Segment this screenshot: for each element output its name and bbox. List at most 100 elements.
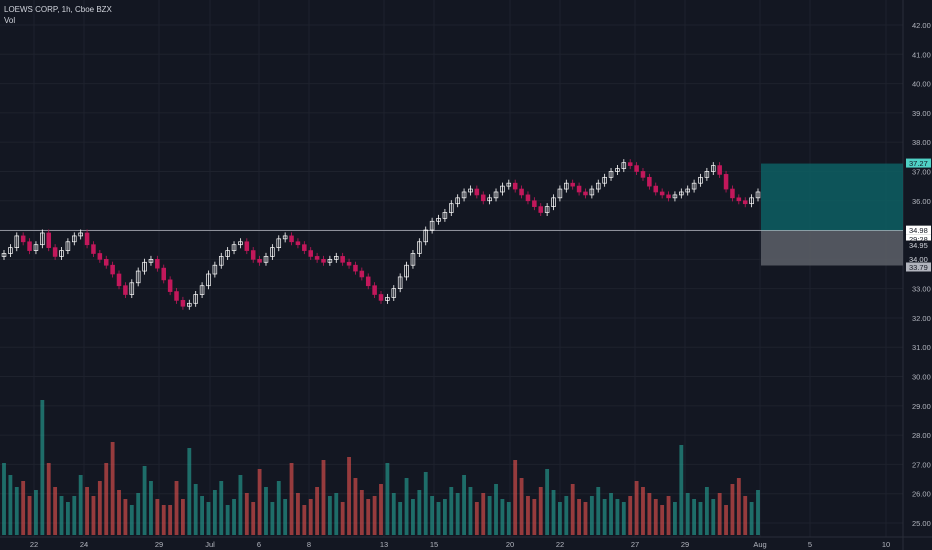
candle — [27, 238, 32, 255]
candle-body — [218, 256, 224, 266]
volume-bar — [609, 493, 613, 535]
candle — [442, 208, 448, 222]
volume-bar — [749, 502, 754, 535]
candle — [551, 194, 556, 211]
candle — [595, 179, 601, 193]
volume-bar — [526, 496, 530, 535]
volume-bar — [743, 496, 748, 535]
candle — [679, 188, 684, 199]
target-zone[interactable] — [761, 163, 903, 231]
candle-body — [570, 182, 575, 187]
candle-body — [378, 294, 384, 301]
volume-bar — [641, 487, 645, 535]
volume-bar — [174, 481, 179, 535]
candle — [180, 296, 186, 310]
stop-zone[interactable] — [761, 230, 903, 266]
candle-body — [116, 273, 122, 287]
y-tick-label: 30.00 — [912, 373, 931, 382]
volume-bar — [551, 490, 556, 535]
volume-bar — [391, 493, 396, 535]
candle — [110, 261, 115, 278]
candle — [199, 282, 205, 299]
time-axis[interactable]: 22 24 29 Jul 6 8 13 15 20 22 27 29 Aug 5 10 — [30, 540, 890, 549]
volume-bar — [736, 478, 741, 535]
x-tick-label: 22 — [556, 540, 564, 549]
candle-body — [282, 235, 288, 240]
candle-body — [27, 241, 32, 251]
candle-body — [84, 232, 90, 246]
candle-body — [295, 241, 301, 246]
candle-body — [148, 259, 154, 263]
volume-bar — [347, 457, 351, 535]
x-tick-label: 22 — [30, 540, 38, 549]
candle — [250, 247, 256, 263]
price-tag-bg — [906, 254, 931, 264]
candle-body — [193, 294, 198, 304]
candle-body — [129, 282, 135, 295]
candle — [33, 241, 39, 255]
volume-bar — [46, 463, 51, 535]
candle-body — [270, 247, 275, 257]
volume-bar — [187, 448, 192, 535]
candle — [557, 185, 563, 202]
volume-bar — [628, 496, 633, 535]
candle-body — [634, 165, 639, 172]
candle — [672, 191, 678, 202]
volume-bar — [647, 493, 652, 535]
price-tag-stop: 33.79 — [906, 262, 931, 272]
volume-bar — [251, 502, 256, 535]
volume-bar — [468, 487, 473, 535]
candle-body — [110, 264, 115, 275]
candle-body — [679, 191, 684, 196]
candle-body — [608, 171, 614, 178]
candle — [621, 159, 627, 173]
volume-bar — [155, 499, 160, 535]
volume-bar — [59, 496, 64, 535]
candle-body — [691, 182, 697, 190]
volume-bar — [97, 481, 102, 535]
candle — [576, 182, 582, 196]
candle-body — [135, 270, 141, 284]
candle-body — [91, 244, 96, 254]
volume-bar — [385, 463, 390, 535]
candle-body — [755, 191, 761, 199]
candle — [749, 194, 754, 208]
candle — [589, 185, 595, 199]
candle-body — [391, 288, 397, 298]
candle-body — [500, 185, 505, 193]
volume-bar — [462, 475, 466, 535]
x-tick-label: 13 — [380, 540, 388, 549]
price-tag-label: 34.00 — [909, 255, 928, 264]
candle-body — [263, 256, 269, 263]
x-tick-label: 20 — [506, 540, 514, 549]
candle — [544, 203, 550, 216]
volume-bar — [232, 499, 236, 535]
volume-bar — [340, 502, 345, 535]
candle — [640, 167, 646, 181]
candle-body — [103, 259, 109, 266]
candle-body — [410, 253, 416, 266]
candle — [570, 179, 575, 190]
candle-body — [666, 194, 671, 199]
volume-bar — [91, 496, 96, 535]
price-tag-bg — [906, 240, 931, 250]
x-tick-label: Jul — [205, 540, 215, 549]
candle — [129, 279, 135, 299]
volume-bar — [698, 502, 703, 535]
price-tag-label: 29:28 — [909, 235, 928, 244]
candle-body — [97, 253, 103, 260]
candle — [289, 232, 294, 246]
candle-body — [506, 182, 512, 187]
candle-body — [749, 197, 754, 205]
candle-body — [308, 250, 313, 257]
candle-body — [123, 285, 128, 295]
candle-body — [180, 300, 186, 307]
candle — [161, 264, 167, 284]
candle — [103, 255, 109, 269]
candle-body — [583, 191, 588, 196]
candle-body — [161, 267, 167, 281]
candle-body — [557, 188, 563, 199]
x-tick-label: 6 — [257, 540, 261, 549]
volume-bar — [513, 460, 518, 535]
